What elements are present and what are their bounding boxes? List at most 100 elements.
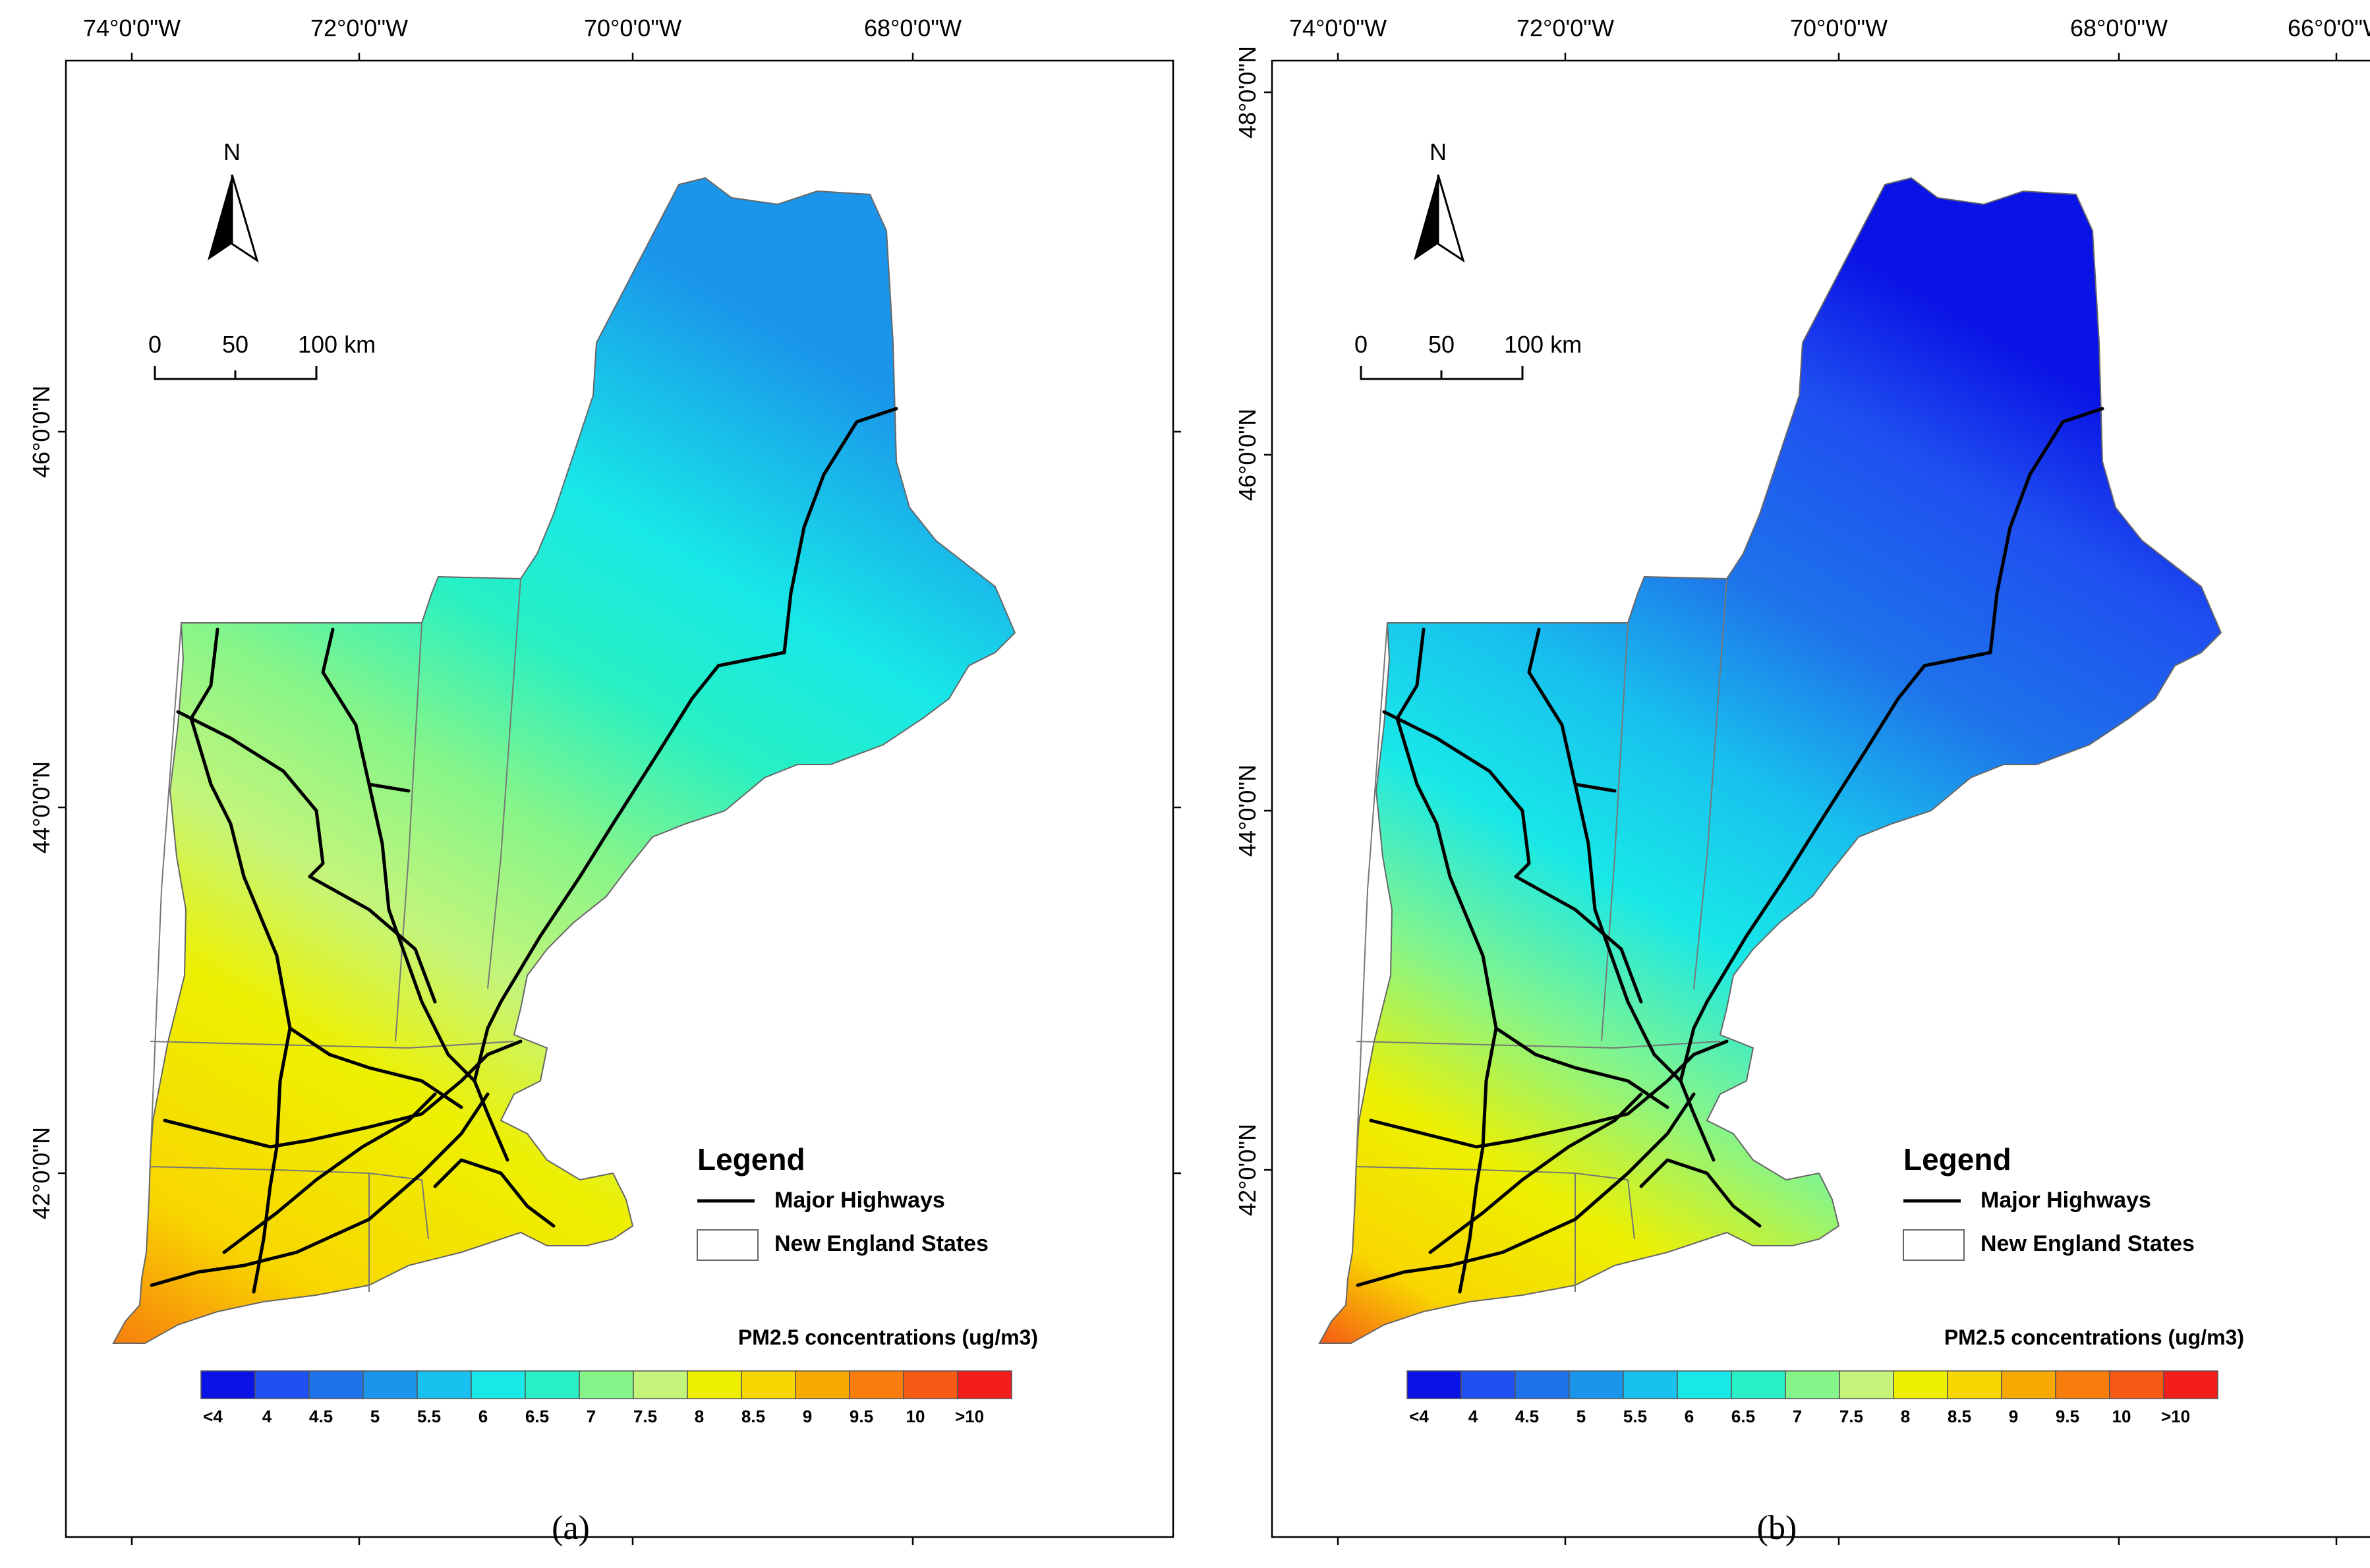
colorbar-tick-label: 9.5: [2056, 1407, 2079, 1426]
pm25-surface: [1319, 177, 2222, 1344]
colorbar-swatch: [2109, 1370, 2164, 1399]
panel-caption: (b): [1757, 1509, 1797, 1547]
colorbar-swatch: [1839, 1370, 1894, 1399]
north-arrow-icon: N: [1414, 138, 1465, 263]
colorbar-tick-label: 4: [262, 1407, 272, 1426]
longitude-label: 66°0'0"W: [2288, 15, 2370, 42]
colorbar-swatch: [795, 1370, 850, 1399]
colorbar-swatch: [849, 1370, 904, 1399]
major-highway: [433, 1158, 556, 1228]
state-border: [1356, 622, 1388, 1161]
scale-label: 100 km: [298, 331, 376, 358]
major-highway: [1382, 710, 1531, 879]
legend-title: Legend: [697, 1142, 805, 1176]
latitude-label: 42°0'0"N: [28, 1127, 55, 1219]
colorbar-tick-label: 5: [370, 1407, 380, 1426]
colorbar-tick-label: >10: [955, 1407, 984, 1426]
colorbar-swatch: [525, 1370, 580, 1399]
colorbar-swatch: [417, 1370, 472, 1399]
major-highway: [473, 407, 898, 1083]
longitude-label: 70°0'0"W: [1790, 15, 1888, 42]
colorbar-title: PM2.5 concentrations (ug/m3): [738, 1325, 1038, 1349]
legend-item-label: New England States: [1980, 1231, 2195, 1256]
scale-label: 0: [148, 331, 161, 358]
colorbar-swatch: [903, 1370, 958, 1399]
colorbar-swatch: [1947, 1370, 2002, 1399]
state-border: [1356, 1041, 1721, 1049]
legend: Legend Major Highways New England States: [697, 1142, 989, 1261]
longitude-label: 74°0'0"W: [83, 15, 181, 42]
map-panel-b: 74°0'0"W 72°0'0"W 70°0'0"W 68°0'0"W 66°0'0"W…: [1234, 15, 2370, 1547]
colorbar-tick-label: 8: [695, 1407, 704, 1426]
colorbar-tick-label: 6: [478, 1407, 488, 1426]
colorbar-swatch: [1677, 1370, 1732, 1399]
colorbar-tick-label: 5.5: [417, 1407, 441, 1426]
state-border: [150, 622, 182, 1161]
colorbar-tick-label: 9: [2009, 1407, 2018, 1426]
longitude-label: 68°0'0"W: [864, 15, 962, 42]
major-highway: [288, 1026, 463, 1109]
state-border: [150, 1166, 422, 1180]
colorbar-tick-label: 9: [803, 1407, 812, 1426]
legend-item-label: Major Highways: [774, 1188, 945, 1213]
legend-title: Legend: [1903, 1142, 2011, 1176]
colorbar-swatch: [1569, 1370, 1624, 1399]
major-highway: [1639, 1158, 1762, 1228]
longitude-label: 72°0'0"W: [1517, 15, 1614, 42]
legend-state-symbol: [1903, 1229, 1965, 1261]
longitude-label: 74°0'0"W: [1289, 15, 1387, 42]
longitude-label: 70°0'0"W: [584, 15, 681, 42]
colorbar-tick-label: 8: [1901, 1407, 1910, 1426]
colorbar-swatch: [1623, 1370, 1678, 1399]
major-highway: [1369, 1039, 1729, 1149]
colorbar-swatch: [2163, 1370, 2218, 1399]
state-border: [395, 622, 422, 1042]
longitude-label: 72°0'0"W: [310, 15, 408, 42]
pm25-surface: [113, 177, 1016, 1344]
colorbar: PM2.5 concentrations (ug/m3) <4 4 4.5 5 5.5 6 6…: [200, 1325, 1038, 1426]
colorbar-tick-label: 4.5: [1515, 1407, 1539, 1426]
latitude-label: 42°0'0"N: [1234, 1124, 1261, 1216]
colorbar-tick-label: 5: [1576, 1407, 1586, 1426]
colorbar-tick-label: 8.5: [1948, 1407, 1971, 1426]
colorbar-tick-label: 7.5: [633, 1407, 657, 1426]
scale-label: 100 km: [1504, 331, 1582, 358]
latitude-label: 46°0'0"N: [1234, 409, 1261, 501]
colorbar-tick-label: 6.5: [525, 1407, 549, 1426]
state-border: [487, 578, 521, 989]
colorbar-swatch: [957, 1370, 1012, 1399]
colorbar-swatch: [1785, 1370, 1840, 1399]
state-border: [1693, 578, 1727, 989]
major-highway: [176, 710, 325, 879]
scale-label: 50: [222, 331, 248, 358]
legend-item-label: Major Highways: [1980, 1188, 2151, 1213]
colorbar-tick-label: 8.5: [741, 1407, 765, 1426]
scale-bar: 0 50 100 km: [148, 331, 376, 380]
major-highway: [1428, 1092, 1643, 1254]
map-frame: [65, 59, 1174, 1538]
state-border: [1601, 622, 1629, 1042]
colorbar-tick-label: <4: [203, 1407, 223, 1426]
colorbar-swatch: [308, 1370, 364, 1399]
colorbar-swatch: [741, 1370, 796, 1399]
latitude-label: 46°0'0"N: [28, 386, 55, 478]
panels-root: 74°0'0"W 72°0'0"W 70°0'0"W 68°0'0"W 46°0'0"N…: [28, 15, 2370, 1547]
colorbar-tick-label: 10: [906, 1407, 925, 1426]
colorbar-swatch: [1460, 1370, 1516, 1399]
colorbar-tick-label: 6: [1685, 1407, 1694, 1426]
colorbar-swatch: [200, 1370, 256, 1399]
colorbar-tick-label: 10: [2112, 1407, 2131, 1426]
colorbar-swatch: [633, 1370, 688, 1399]
legend-state-symbol: [697, 1229, 759, 1261]
colorbar-tick-label: 4: [1468, 1407, 1478, 1426]
major-highway: [1573, 782, 1617, 793]
colorbar-swatch: [1515, 1370, 1570, 1399]
major-highway: [308, 875, 437, 1004]
map-frame: [1271, 59, 2370, 1538]
legend-item-label: New England States: [774, 1231, 989, 1256]
longitude-label: 68°0'0"W: [2070, 15, 2168, 42]
major-highway: [163, 1039, 523, 1149]
north-label: N: [223, 138, 241, 165]
colorbar: PM2.5 concentrations (ug/m3) <4 4 4.5 5 5.5 6 6…: [1406, 1325, 2244, 1426]
